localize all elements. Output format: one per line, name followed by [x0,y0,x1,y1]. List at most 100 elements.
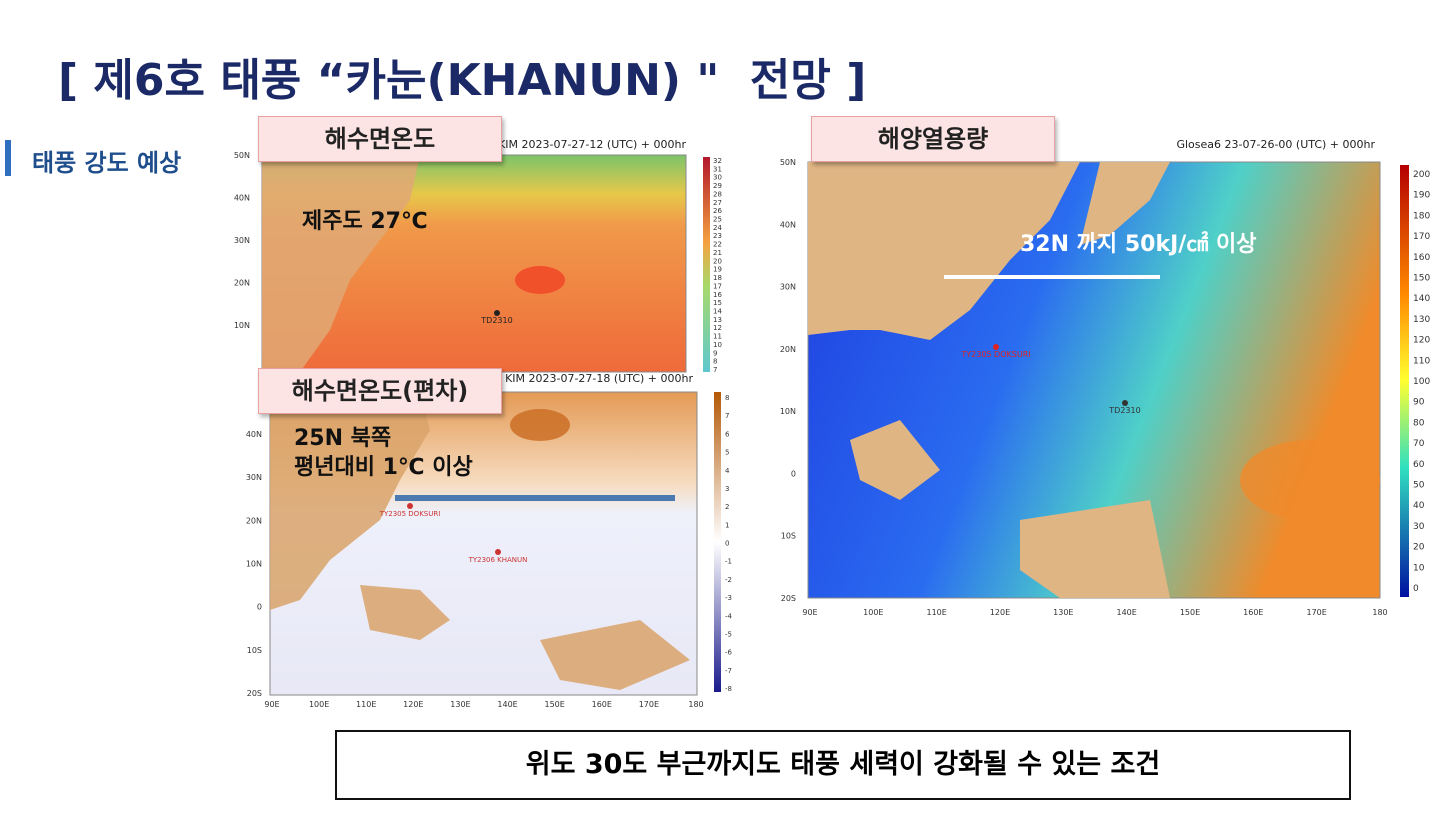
colorbar-label: 24 [713,224,722,232]
panel-header: KIM 2023-07-27-18 (UTC) + 000hr [505,372,693,385]
x-axis-label: 90E [802,608,817,617]
colorbar-label: -1 [725,558,732,566]
colorbar-label: 30 [1413,522,1425,532]
colorbar-label: 50 [1413,481,1425,491]
y-axis-label: 30N [234,236,250,245]
x-axis-label: 130E [450,700,470,709]
x-axis-label: 140E [1117,608,1137,617]
y-axis-label: 10S [247,646,262,655]
y-axis-label: 40N [246,430,262,439]
colorbar-label: 21 [713,249,722,257]
x-axis-label: 180 [688,700,703,709]
warm-spot [510,409,570,441]
colorbar-label: 29 [713,182,722,190]
x-axis-label: 110E [356,700,376,709]
colorbar-label: 19 [713,266,722,274]
colorbar-label: -5 [725,630,732,638]
x-axis-label: 110E [927,608,947,617]
x-axis-label: 150E [1180,608,1200,617]
colorbar-label: 14 [713,307,722,315]
colorbar-label: 27 [713,199,722,207]
colorbar-label: 7 [725,412,729,420]
x-axis-label: 120E [990,608,1010,617]
colorbar-label: 5 [725,449,729,457]
y-axis-label: 20N [234,279,250,288]
storm-label: TD2310 [1108,406,1140,415]
colorbar-label: 80 [1413,418,1425,428]
colorbar-label: 0 [1413,584,1419,594]
colorbar-label: 6 [725,430,730,438]
storm-label: TY2305 DOKSURI [960,350,1030,359]
colorbar-label: 9 [713,349,717,357]
land [270,392,430,610]
colorbar-label: 100 [1413,377,1430,387]
y-axis-label: 10N [234,321,250,330]
colorbar-label: 110 [1413,356,1430,366]
title: [ 제6호 태풍 “카눈(KHANUN) " 전망 ] [58,55,867,106]
y-axis-label: 10N [780,407,796,416]
colorbar-label: 25 [713,216,722,224]
colorbar-label: 18 [713,274,722,282]
colorbar-label: 8 [725,394,729,402]
colorbar-label: 4 [725,467,730,475]
colorbar-label: 31 [713,165,722,173]
y-axis-label: 20S [781,594,796,603]
land [1080,162,1170,245]
colorbar-label: 16 [713,291,722,299]
colorbar-label: 180 [1413,211,1430,221]
conclusion: 위도 30도 부근까지도 태풍 세력이 강화될 수 있는 조건 [335,730,1351,800]
colorbar-label: 190 [1413,191,1430,201]
storm-label: TY2305 DOKSURI [379,510,441,518]
colorbar-label: 40 [1413,501,1425,511]
x-axis-label: 100E [863,608,883,617]
colorbar-label: 160 [1413,253,1430,263]
x-axis-label: 130E [1053,608,1073,617]
colorbar-label: 20 [1413,543,1425,553]
x-axis-label: 170E [1307,608,1327,617]
x-axis-label: 150E [545,700,565,709]
colorbar-label: 2 [725,503,729,511]
panel-label: 해수면온도(편차) [258,368,502,414]
panel-header: Glosea6 23-07-26-00 (UTC) + 000hr [1176,138,1375,151]
colorbar-label: 30 [713,174,722,182]
y-axis-label: 30N [780,283,796,292]
colorbar-label: -7 [725,667,732,675]
colorbar-label: 17 [713,282,722,290]
warm-spot [515,266,565,294]
colorbar-label: 140 [1413,294,1430,304]
colorbar-label: 22 [713,241,722,249]
annotation: 제주도 27℃ [302,209,428,234]
colorbar-label: 15 [713,299,722,307]
colorbar-label: 120 [1413,336,1430,346]
colorbar-label: 23 [713,232,722,240]
colorbar-label: 28 [713,190,722,198]
x-axis-label: 160E [1243,608,1263,617]
y-axis-label: 0 [257,603,262,612]
colorbar-label: 200 [1413,170,1430,180]
annotation: 평년대비 1℃ 이상 [294,455,473,480]
storm-label: TY2306 KHANUN [468,556,528,564]
colorbar [1400,165,1409,597]
colorbar-label: 10 [1413,563,1425,573]
colorbar-label: 32 [713,157,722,165]
colorbar [714,392,721,692]
colorbar-label: 0 [725,540,729,548]
y-axis-label: 20N [780,345,796,354]
storm-marker [993,344,999,350]
x-axis-label: 140E [497,700,517,709]
y-axis-label: 0 [791,469,796,478]
land [262,155,420,372]
y-axis-label: 20N [246,516,262,525]
x-axis-label: 120E [403,700,423,709]
colorbar [703,157,710,372]
y-axis-label: 50N [780,158,796,167]
high-ohc [1240,440,1380,520]
colorbar-label: -4 [725,612,733,620]
colorbar-label: 90 [1413,398,1425,408]
y-axis-label: 10N [246,560,262,569]
colorbar-label: -8 [725,685,732,693]
section-title: 태풍 강도 예상 [32,149,182,177]
colorbar-label: -2 [725,576,732,584]
